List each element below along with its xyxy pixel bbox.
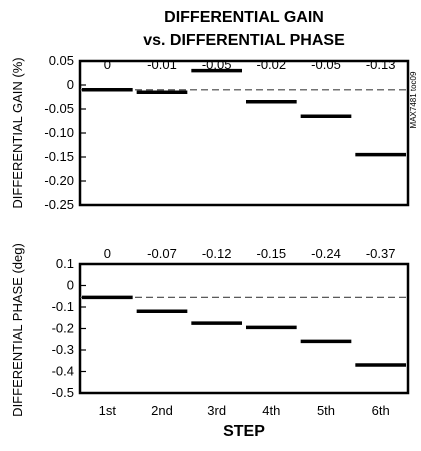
y-tick-label: -0.25 — [44, 197, 74, 212]
chart-title-line-2: vs. DIFFERENTIAL PHASE — [143, 32, 345, 49]
step-annotation: -0.05 — [202, 57, 232, 72]
y-tick-label: -0.4 — [52, 364, 74, 379]
step-annotation: -0.24 — [311, 246, 341, 261]
step-annotation: 0 — [104, 246, 111, 261]
step-annotation: -0.37 — [366, 246, 396, 261]
step-annotation: -0.12 — [202, 246, 232, 261]
x-tick-label: 1st — [99, 403, 117, 418]
y-tick-label: 0.1 — [56, 256, 74, 271]
x-axis-label: STEP — [223, 423, 265, 440]
y-tick-label: -0.1 — [52, 299, 74, 314]
x-tick-label: 5th — [317, 403, 335, 418]
y-tick-label: -0.10 — [44, 125, 74, 140]
plot-frame-1 — [78, 59, 410, 207]
y-tick-label: -0.15 — [44, 149, 74, 164]
y-tick-label: -0.05 — [44, 101, 74, 116]
step-annotation: -0.01 — [147, 57, 177, 72]
y-axis-label: DIFFERENTIAL PHASE (deg) — [10, 243, 25, 417]
y-tick-label: -0.20 — [44, 173, 74, 188]
step-annotation: -0.13 — [366, 57, 396, 72]
plot-frame-2 — [78, 262, 410, 395]
chart-title-line-1: DIFFERENTIAL GAIN — [164, 9, 324, 26]
side-label: MAX7481 toc09 — [409, 71, 418, 128]
y-tick-label: 0 — [67, 77, 74, 92]
x-tick-label: 2nd — [151, 403, 173, 418]
y-tick-label: -0.5 — [52, 385, 74, 400]
step-annotation: -0.05 — [311, 57, 341, 72]
y-tick-label: 0.05 — [49, 53, 74, 68]
step-annotation: 0 — [104, 57, 111, 72]
x-tick-label: 4th — [262, 403, 280, 418]
y-tick-label: -0.3 — [52, 342, 74, 357]
y-tick-label: 0 — [67, 278, 74, 293]
step-annotation: -0.07 — [147, 246, 177, 261]
step-annotation: -0.02 — [257, 57, 287, 72]
x-tick-label: 3rd — [207, 403, 226, 418]
x-tick-label: 6th — [372, 403, 390, 418]
step-annotation: -0.15 — [257, 246, 287, 261]
y-tick-label: -0.2 — [52, 321, 74, 336]
y-axis-label: DIFFERENTIAL GAIN (%) — [10, 57, 25, 208]
